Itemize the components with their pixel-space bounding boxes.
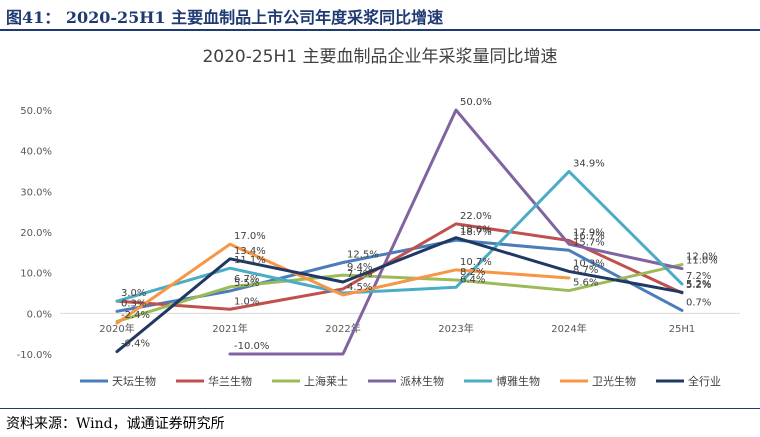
data-label: 6.4%	[460, 274, 485, 285]
data-label: 8.7%	[573, 265, 598, 276]
legend-label: 华兰生物	[208, 374, 252, 388]
data-label: 11.1%	[234, 255, 266, 266]
y-tick-label: 50.0%	[20, 106, 52, 117]
data-label: 18.7%	[460, 227, 492, 238]
y-tick-label: 40.0%	[20, 147, 52, 158]
header-rule	[0, 29, 760, 31]
data-label: 5.5%	[234, 278, 259, 289]
y-tick-label: -10.0%	[17, 350, 52, 361]
data-label: -9.4%	[121, 339, 150, 350]
legend-label: 博雅生物	[496, 374, 540, 388]
data-label: 10.7%	[460, 257, 492, 268]
legend-label: 卫光生物	[592, 374, 636, 388]
data-label: 12.0%	[686, 252, 718, 263]
data-label: 0.7%	[686, 297, 711, 308]
x-tick-label: 2021年	[212, 322, 247, 335]
series-line	[115, 263, 684, 323]
data-label: 11.0%	[686, 256, 718, 267]
y-tick-label: 20.0%	[20, 228, 52, 239]
y-tick-label: 30.0%	[20, 187, 52, 198]
data-label: 13.4%	[234, 246, 266, 257]
x-tick-label: 2020年	[99, 322, 134, 335]
data-label: 16.7%	[573, 231, 605, 242]
figure-title: 图41： 2020-25H1 主要血制品上市公司年度采浆同比增速	[6, 8, 444, 27]
chart-title: 2020-25H1 主要血制品企业年采浆量同比增速	[202, 47, 558, 67]
data-label: 17.0%	[234, 231, 266, 242]
series-line	[228, 108, 684, 356]
data-label: 4.5%	[347, 282, 372, 293]
series-line	[115, 238, 684, 313]
line-chart: 50.0% 40.0% 30.0% 20.0% 10.0% 0.0% -10.0% 2020年…	[17, 97, 740, 388]
legend-label: 上海莱士	[304, 374, 348, 388]
figure-header: 图41： 2020-25H1 主要血制品上市公司年度采浆同比增速	[0, 0, 760, 31]
data-label: 1.0%	[234, 296, 259, 307]
data-label: 5.6%	[573, 278, 598, 289]
series-line	[115, 242, 571, 325]
data-label: 18.6%	[460, 225, 492, 236]
data-label: 6.7%	[234, 274, 259, 285]
data-label: 9.4%	[347, 262, 372, 273]
data-label: 12.5%	[347, 250, 379, 261]
data-label: -2.4%	[121, 310, 150, 321]
x-tick-label: 2023年	[438, 322, 473, 335]
data-label: 34.9%	[573, 158, 605, 169]
data-label: 5.2%	[686, 279, 711, 290]
source-note: 资料来源：Wind，诚通证券研究所	[6, 416, 225, 432]
data-label: 10.3%	[573, 258, 605, 269]
x-tick-label: 2024年	[551, 322, 586, 335]
y-tick-label: 0.0%	[27, 309, 52, 320]
legend-label: 派林生物	[400, 374, 444, 388]
data-label: 22.0%	[460, 211, 492, 222]
series-line	[115, 236, 684, 354]
data-label: 3.0%	[121, 288, 146, 299]
legend-label: 全行业	[688, 374, 721, 388]
data-label: 5.2%	[686, 280, 711, 291]
y-tick-label: 10.0%	[20, 269, 52, 280]
data-label: -10.0%	[234, 341, 269, 352]
data-label: 7.7%	[347, 269, 372, 280]
data-label: 7.2%	[686, 271, 711, 282]
legend-label: 天坛生物	[112, 374, 156, 388]
data-label: 8.2%	[460, 267, 485, 278]
source-rule	[0, 408, 760, 409]
data-label: 15.7%	[573, 237, 605, 248]
data-label: 50.0%	[460, 97, 492, 108]
data-label: 0.3%	[121, 298, 146, 309]
data-label: 17.9%	[573, 228, 605, 239]
x-tick-label: 25H1	[669, 324, 696, 335]
